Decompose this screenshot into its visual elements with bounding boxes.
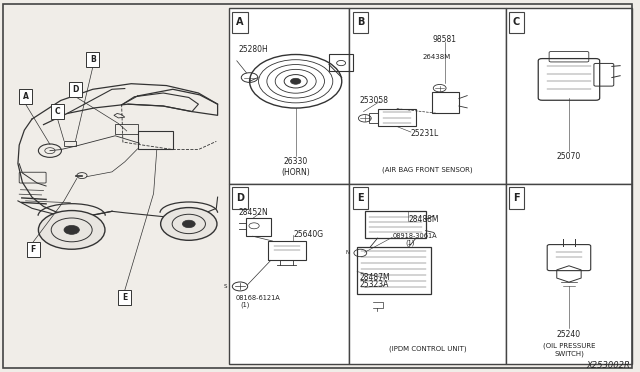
Circle shape [291, 78, 301, 84]
Text: S: S [224, 284, 227, 289]
Text: 98581: 98581 [433, 35, 457, 44]
Text: (1): (1) [405, 239, 415, 246]
Text: C: C [513, 17, 520, 27]
Circle shape [182, 220, 195, 228]
Text: 28487M: 28487M [359, 273, 390, 282]
Text: C: C [55, 107, 60, 116]
FancyBboxPatch shape [69, 82, 82, 97]
Text: 25323A: 25323A [359, 280, 388, 289]
Text: A: A [236, 17, 244, 27]
Circle shape [64, 225, 79, 234]
FancyBboxPatch shape [27, 242, 40, 257]
Text: A: A [22, 92, 29, 101]
Text: B: B [90, 55, 95, 64]
FancyBboxPatch shape [506, 8, 632, 184]
Circle shape [161, 208, 217, 240]
Text: 25640G: 25640G [293, 230, 323, 239]
Text: 26438M: 26438M [422, 54, 451, 60]
Text: 25240: 25240 [557, 330, 581, 339]
Text: 25070: 25070 [557, 152, 581, 161]
Text: E: E [122, 293, 127, 302]
Text: N: N [346, 250, 349, 256]
FancyBboxPatch shape [349, 8, 506, 184]
Text: 253058: 253058 [359, 96, 388, 105]
Text: SWITCH): SWITCH) [554, 350, 584, 357]
Circle shape [38, 211, 105, 249]
FancyBboxPatch shape [118, 290, 131, 305]
Text: (OIL PRESSURE: (OIL PRESSURE [543, 343, 595, 349]
FancyBboxPatch shape [349, 184, 506, 364]
Text: F: F [31, 245, 36, 254]
Text: B: B [356, 17, 364, 27]
FancyBboxPatch shape [229, 184, 349, 364]
Text: (IPDM CONTROL UNIT): (IPDM CONTROL UNIT) [388, 346, 467, 352]
Text: 28488M: 28488M [408, 215, 439, 224]
FancyBboxPatch shape [86, 52, 99, 67]
Text: E: E [357, 193, 364, 203]
Text: 28452N: 28452N [238, 208, 268, 217]
Text: F: F [513, 193, 520, 203]
FancyBboxPatch shape [19, 89, 32, 104]
Text: 26330: 26330 [284, 157, 308, 166]
Text: 08918-3061A: 08918-3061A [392, 233, 437, 239]
Text: X253002R: X253002R [586, 361, 630, 370]
FancyBboxPatch shape [51, 104, 64, 119]
Text: 25280H: 25280H [238, 45, 268, 54]
Text: (HORN): (HORN) [282, 168, 310, 177]
Text: (1): (1) [241, 301, 250, 308]
Text: D: D [236, 193, 244, 203]
FancyBboxPatch shape [229, 8, 349, 184]
Text: (AIR BAG FRONT SENSOR): (AIR BAG FRONT SENSOR) [382, 166, 473, 173]
Text: D: D [72, 85, 79, 94]
Text: 25231L: 25231L [411, 129, 439, 138]
FancyBboxPatch shape [506, 184, 632, 364]
Text: 08168-6121A: 08168-6121A [236, 295, 280, 301]
